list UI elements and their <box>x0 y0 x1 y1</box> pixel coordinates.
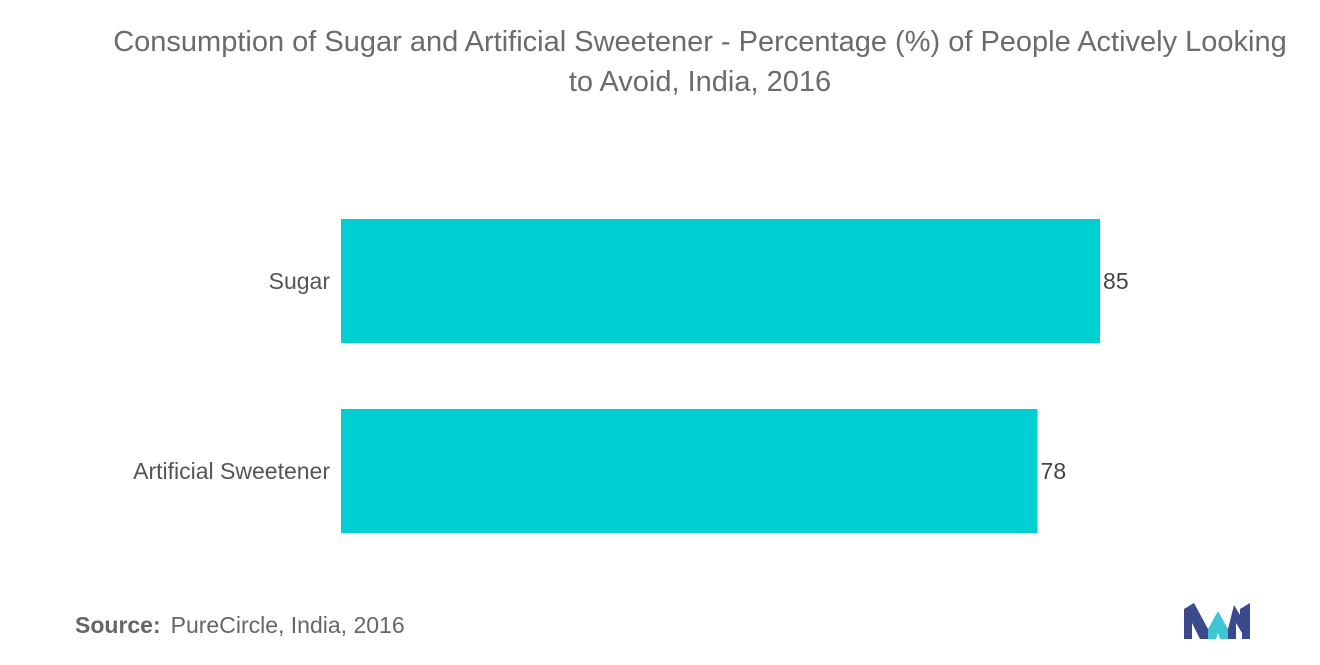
bar-artificial-sweetener <box>341 409 1038 533</box>
mordor-intelligence-logo-icon <box>1184 603 1250 639</box>
data-label: 78 <box>1041 458 1067 484</box>
category-label: Sugar <box>269 268 331 294</box>
bar-chart: Sugar 85 Artificial Sweetener 78 <box>133 219 1129 533</box>
source-label: Source: <box>75 612 161 638</box>
category-label: Artificial Sweetener <box>133 458 330 484</box>
chart-title: Consumption of Sugar and Artificial Swee… <box>113 26 1287 98</box>
data-label: 85 <box>1103 268 1129 294</box>
bar-sugar <box>341 219 1101 343</box>
source-note: Source: PureCircle, India, 2016 <box>75 612 405 639</box>
source-text: PureCircle, India, 2016 <box>170 612 405 638</box>
